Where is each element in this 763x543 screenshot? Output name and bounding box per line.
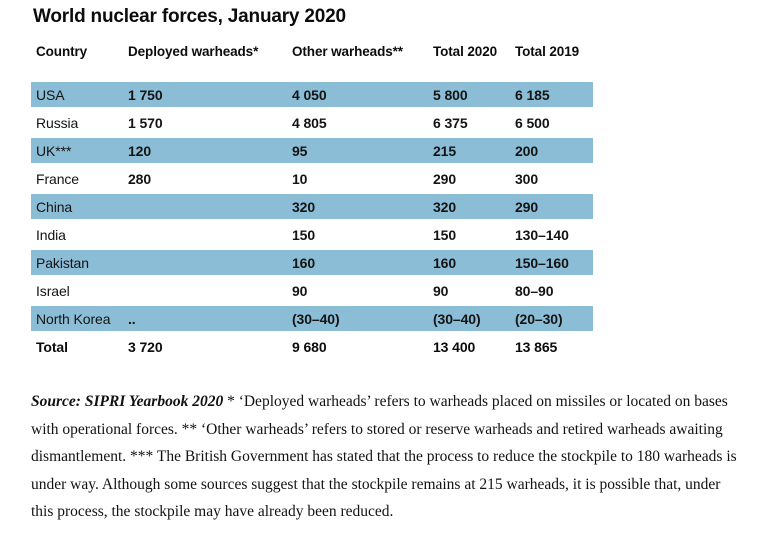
cell-total-2020: 215 [433, 142, 457, 159]
column-header-other: Other warheads** [292, 43, 403, 59]
table-row: Russia 1 570 4 805 6 375 6 500 [31, 110, 593, 135]
cell-total-2020: 150 [433, 226, 457, 243]
cell-total-2019: 6 185 [515, 86, 550, 103]
cell-deployed: 1 570 [128, 114, 163, 131]
cell-other: 160 [292, 254, 316, 271]
cell-total-2019: 6 500 [515, 114, 550, 131]
cell-total-2020: 320 [433, 198, 457, 215]
table-row: India 150 150 130–140 [31, 222, 593, 247]
cell-deployed: 120 [128, 142, 152, 159]
column-header-deployed: Deployed warheads* [128, 43, 259, 59]
cell-total-2020: 5 800 [433, 86, 468, 103]
table-row: North Korea.. (30–40) (30–40) (20–30) [31, 306, 593, 331]
cell-total-2019: 130–140 [515, 226, 569, 243]
cell-other: 95 [292, 142, 308, 159]
column-header-total-2019: Total 2019 [515, 43, 580, 59]
cell-total-2019: 290 [515, 198, 539, 215]
table-row: Pakistan 160 160 150–160 [31, 250, 593, 275]
cell-country: Total [36, 338, 68, 355]
table-row: USA 1 750 4 050 5 800 6 185 [31, 82, 593, 107]
cell-deployed: 1 750 [128, 86, 163, 103]
cell-country: China [36, 198, 73, 215]
footnote: Source: SIPRI Yearbook 2020 * ‘Deployed … [31, 388, 743, 526]
cell-total-2020: 6 375 [433, 114, 468, 131]
cell-total-2020: 13 400 [433, 338, 476, 355]
cell-total-2019: 13 865 [515, 338, 558, 355]
cell-country: North Korea [36, 310, 111, 327]
cell-total-2020: 90 [433, 282, 449, 299]
cell-country: Russia [36, 114, 79, 131]
table-row: Israel 90 90 80–90 [31, 278, 593, 303]
cell-total-2019: 150–160 [515, 254, 569, 271]
column-header-total-2020: Total 2020 [433, 43, 498, 59]
cell-total-2019: (20–30) [515, 310, 563, 327]
cell-total-2019: 300 [515, 170, 539, 187]
cell-country: Israel [36, 282, 70, 299]
cell-country: India [36, 226, 66, 243]
cell-deployed: .. [128, 310, 136, 327]
cell-total-2020: 290 [433, 170, 457, 187]
cell-deployed: 280 [128, 170, 152, 187]
footnote-source-label: Source: SIPRI Yearbook 2020 [31, 393, 224, 410]
cell-total-2019: 80–90 [515, 282, 554, 299]
column-header-country: Country [36, 43, 88, 59]
cell-other: (30–40) [292, 310, 340, 327]
footnote-text: * ‘Deployed warheads’ refers to warheads… [31, 393, 737, 520]
cell-other: 10 [292, 170, 308, 187]
cell-country: UK*** [36, 142, 72, 159]
cell-country: France [36, 170, 79, 187]
cell-total-2020: (30–40) [433, 310, 481, 327]
header-row: Country Deployed warheads* Other warhead… [31, 42, 593, 60]
table-row: China 320 320 290 [31, 194, 593, 219]
data-table: Country Deployed warheads* Other warhead… [31, 42, 593, 359]
cell-other: 150 [292, 226, 316, 243]
cell-country: Pakistan [36, 254, 89, 271]
table-row: UK*** 120 95 215 200 [31, 138, 593, 163]
table-title: World nuclear forces, January 2020 [33, 6, 346, 27]
cell-other: 9 680 [292, 338, 327, 355]
total-row: Total 3 720 9 680 13 400 13 865 [31, 334, 593, 359]
cell-other: 4 805 [292, 114, 327, 131]
cell-other: 320 [292, 198, 316, 215]
table-row: France 280 10 290 300 [31, 166, 593, 191]
cell-country: USA [36, 86, 65, 103]
cell-other: 90 [292, 282, 308, 299]
cell-other: 4 050 [292, 86, 327, 103]
cell-total-2020: 160 [433, 254, 457, 271]
cell-total-2019: 200 [515, 142, 539, 159]
table-rows: USA 1 750 4 050 5 800 6 185 Russia 1 570 4 805 6… [31, 82, 593, 331]
cell-deployed: 3 720 [128, 338, 163, 355]
